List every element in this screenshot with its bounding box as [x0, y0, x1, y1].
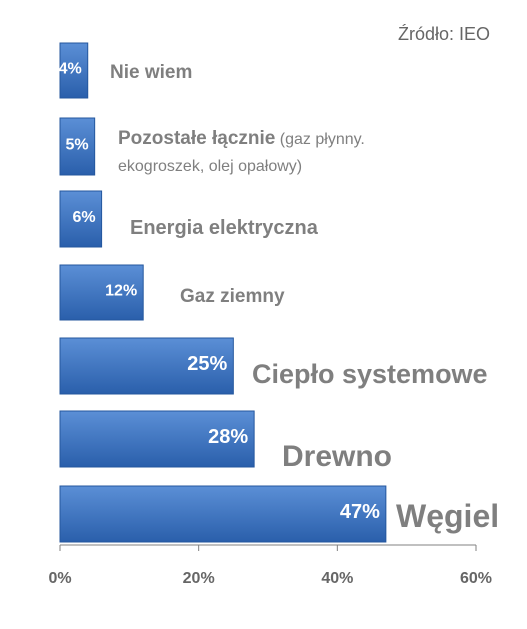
bar-value-label: 28%	[208, 426, 248, 448]
bars-group: 4% Nie wiem 5% Pozostałe łącznie (gaz płynn…	[59, 42, 499, 543]
category-label: Węgiel	[396, 498, 499, 534]
bar	[59, 117, 96, 176]
bar-value-label: 47%	[340, 501, 380, 523]
x-tick-label: 0%	[48, 570, 71, 587]
category-label: Energia elektryczna	[130, 217, 319, 239]
bar-value-label: 25%	[187, 353, 227, 375]
x-tick-label: 20%	[183, 570, 215, 587]
bar-value-label: 4%	[59, 61, 82, 78]
category-label: Ciepło systemowe	[252, 359, 488, 389]
bar	[59, 485, 387, 543]
bar	[59, 42, 89, 99]
category-label: Pozostałe łącznie (gaz płynny. ekogroszek…	[118, 128, 365, 175]
bar-value-label: 6%	[72, 209, 95, 226]
bar	[59, 190, 103, 248]
bar-value-label: 12%	[105, 283, 137, 300]
x-tick-label: 40%	[321, 570, 353, 587]
bar	[59, 264, 144, 321]
bar	[59, 410, 255, 468]
bar	[59, 337, 234, 395]
category-label: Gaz ziemny	[180, 286, 285, 307]
x-axis: 0% 20% 40% 60%	[48, 544, 492, 587]
category-label: Drewno	[282, 440, 392, 473]
bar-value-label: 5%	[66, 137, 89, 154]
source-label: Źródło: IEO	[398, 24, 490, 44]
x-tick-label: 60%	[460, 570, 492, 587]
category-label: Nie wiem	[110, 62, 192, 83]
